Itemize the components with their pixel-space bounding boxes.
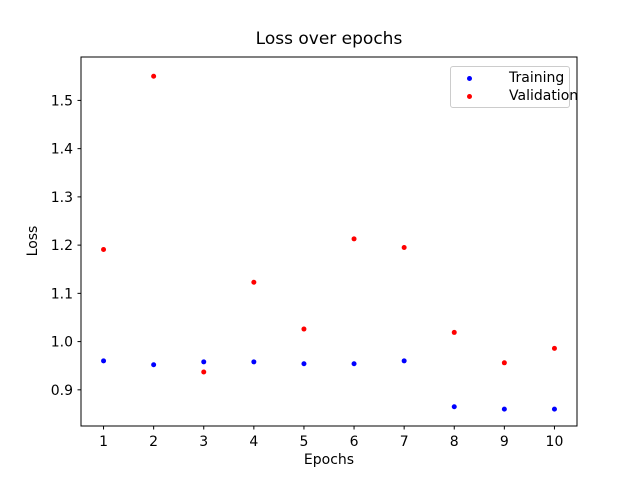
y-tick-label: 1.0: [51, 335, 73, 351]
y-tick-label: 1.5: [51, 93, 73, 109]
data-point-validation: [251, 279, 257, 285]
x-tick-label: 7: [400, 434, 409, 450]
training-marker-icon: [467, 75, 472, 81]
chart-title: Loss over epochs: [255, 29, 403, 49]
data-point-validation: [551, 345, 557, 351]
x-axis-label: Epochs: [303, 452, 355, 468]
data-point-validation: [401, 245, 407, 251]
y-tick-label: 1.4: [51, 142, 73, 158]
data-point-training: [451, 404, 457, 410]
data-point-validation: [351, 236, 357, 242]
x-tick-label: 1: [99, 434, 108, 450]
y-tick-label: 1.1: [51, 286, 73, 302]
data-point-validation: [101, 246, 107, 252]
data-point-training: [501, 406, 507, 412]
data-point-training: [151, 362, 157, 368]
validation-marker-icon: [467, 93, 472, 99]
data-point-training: [551, 406, 557, 412]
x-tick-label: 8: [450, 434, 459, 450]
legend-item-validation: Validation: [451, 87, 578, 105]
data-point-training: [401, 358, 407, 364]
axes-frame: [80, 56, 578, 427]
data-point-training: [301, 361, 307, 367]
data-point-validation: [501, 360, 507, 366]
legend-item-training: Training: [451, 69, 569, 87]
x-tick-label: 5: [299, 434, 308, 450]
x-tick-label: 10: [546, 434, 564, 450]
data-point-training: [351, 361, 357, 367]
data-point-training: [201, 359, 207, 365]
x-tick-label: 9: [500, 434, 509, 450]
x-tick-label: 3: [199, 434, 208, 450]
data-point-validation: [451, 329, 457, 335]
data-point-training: [101, 358, 107, 364]
data-point-training: [251, 359, 257, 365]
legend-label-training: Training: [509, 70, 565, 86]
y-tick-label: 0.9: [51, 383, 73, 399]
data-point-validation: [301, 326, 307, 332]
legend-label-validation: Validation: [509, 88, 579, 104]
x-tick-label: 4: [249, 434, 258, 450]
legend: Training Validation: [450, 66, 578, 108]
data-point-validation: [201, 369, 207, 375]
x-tick-label: 6: [350, 434, 359, 450]
y-tick-label: 1.3: [51, 190, 73, 206]
y-tick-label: 1.2: [51, 238, 73, 254]
x-tick-label: 2: [149, 434, 158, 450]
data-point-validation: [151, 73, 157, 79]
